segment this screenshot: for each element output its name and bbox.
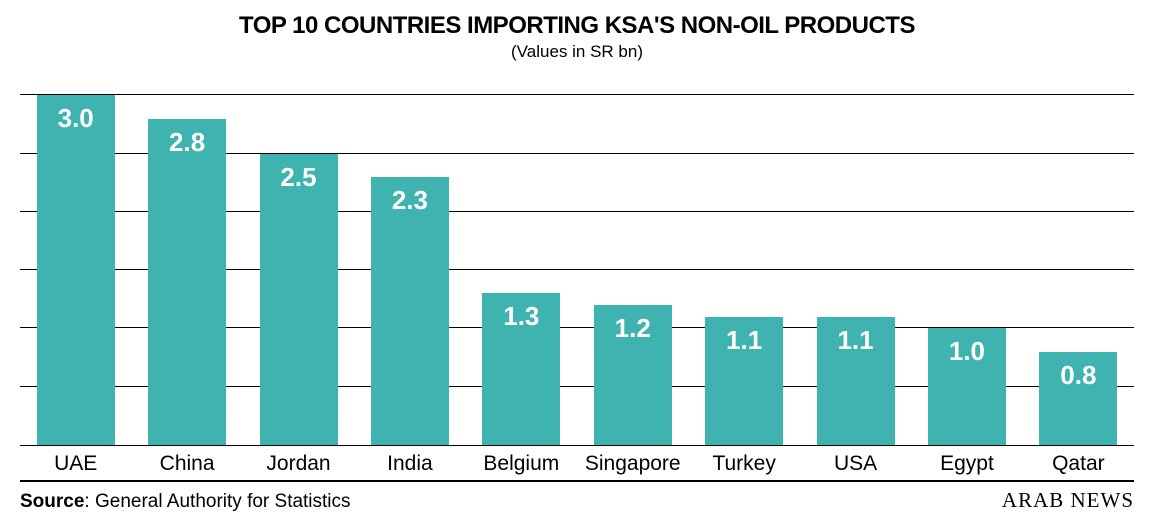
x-axis-label: China (131, 446, 242, 480)
bar: 1.1 (705, 317, 783, 445)
bar-value-label: 1.2 (615, 305, 651, 344)
chart-container: TOP 10 COUNTRIES IMPORTING KSA'S NON-OIL… (0, 0, 1154, 523)
x-axis-label: Belgium (466, 446, 577, 480)
bar: 1.0 (928, 328, 1006, 445)
bar-slot: 3.0 (20, 72, 131, 445)
bar-value-label: 1.0 (949, 328, 985, 367)
x-axis-label: Egypt (911, 446, 1022, 480)
brand-logo: ARAB NEWS (1002, 488, 1134, 513)
x-axis-label: Jordan (243, 446, 354, 480)
bar-slot: 0.8 (1023, 72, 1134, 445)
bar-value-label: 1.1 (726, 317, 762, 356)
bar: 1.1 (817, 317, 895, 445)
bar: 0.8 (1039, 352, 1117, 445)
source-label: Source (20, 491, 84, 512)
bar-slot: 2.3 (354, 72, 465, 445)
bar: 2.5 (260, 154, 338, 445)
bar-value-label: 2.5 (280, 154, 316, 193)
x-axis: UAEChinaJordanIndiaBelgiumSingaporeTurke… (20, 445, 1134, 480)
bar-value-label: 1.3 (503, 293, 539, 332)
chart-subtitle: (Values in SR bn) (20, 42, 1134, 62)
bar: 2.3 (371, 177, 449, 445)
chart-title: TOP 10 COUNTRIES IMPORTING KSA'S NON-OIL… (20, 12, 1134, 40)
bar-slot: 2.5 (243, 72, 354, 445)
bar: 1.3 (482, 293, 560, 445)
bar-value-label: 2.8 (169, 119, 205, 158)
bar-slot: 1.1 (800, 72, 911, 445)
bar-slot: 1.1 (688, 72, 799, 445)
source-text: : General Authority for Statistics (84, 491, 350, 512)
x-axis-label: Singapore (577, 446, 688, 480)
bar-value-label: 1.1 (837, 317, 873, 356)
bar-slot: 1.0 (911, 72, 1022, 445)
bar-slot: 2.8 (131, 72, 242, 445)
x-axis-label: Qatar (1023, 446, 1134, 480)
bar-value-label: 3.0 (58, 95, 94, 134)
bar-value-label: 0.8 (1060, 352, 1096, 391)
bars-group: 3.0 2.8 2.5 2.3 1.3 1.2 1.1 1.1 1.0 0.8 (20, 72, 1134, 445)
x-axis-label: India (354, 446, 465, 480)
bar: 2.8 (148, 119, 226, 445)
x-axis-label: Turkey (688, 446, 799, 480)
chart-plot-area: 3.0 2.8 2.5 2.3 1.3 1.2 1.1 1.1 1.0 0.8 (20, 72, 1134, 445)
source-line: Source: General Authority for Statistics (20, 491, 351, 513)
bar-value-label: 2.3 (392, 177, 428, 216)
bar-slot: 1.2 (577, 72, 688, 445)
bar: 1.2 (594, 305, 672, 445)
x-axis-label: UAE (20, 446, 131, 480)
footer: Source: General Authority for Statistics… (20, 480, 1134, 523)
x-axis-label: USA (800, 446, 911, 480)
bar-slot: 1.3 (466, 72, 577, 445)
bar: 3.0 (37, 95, 115, 445)
